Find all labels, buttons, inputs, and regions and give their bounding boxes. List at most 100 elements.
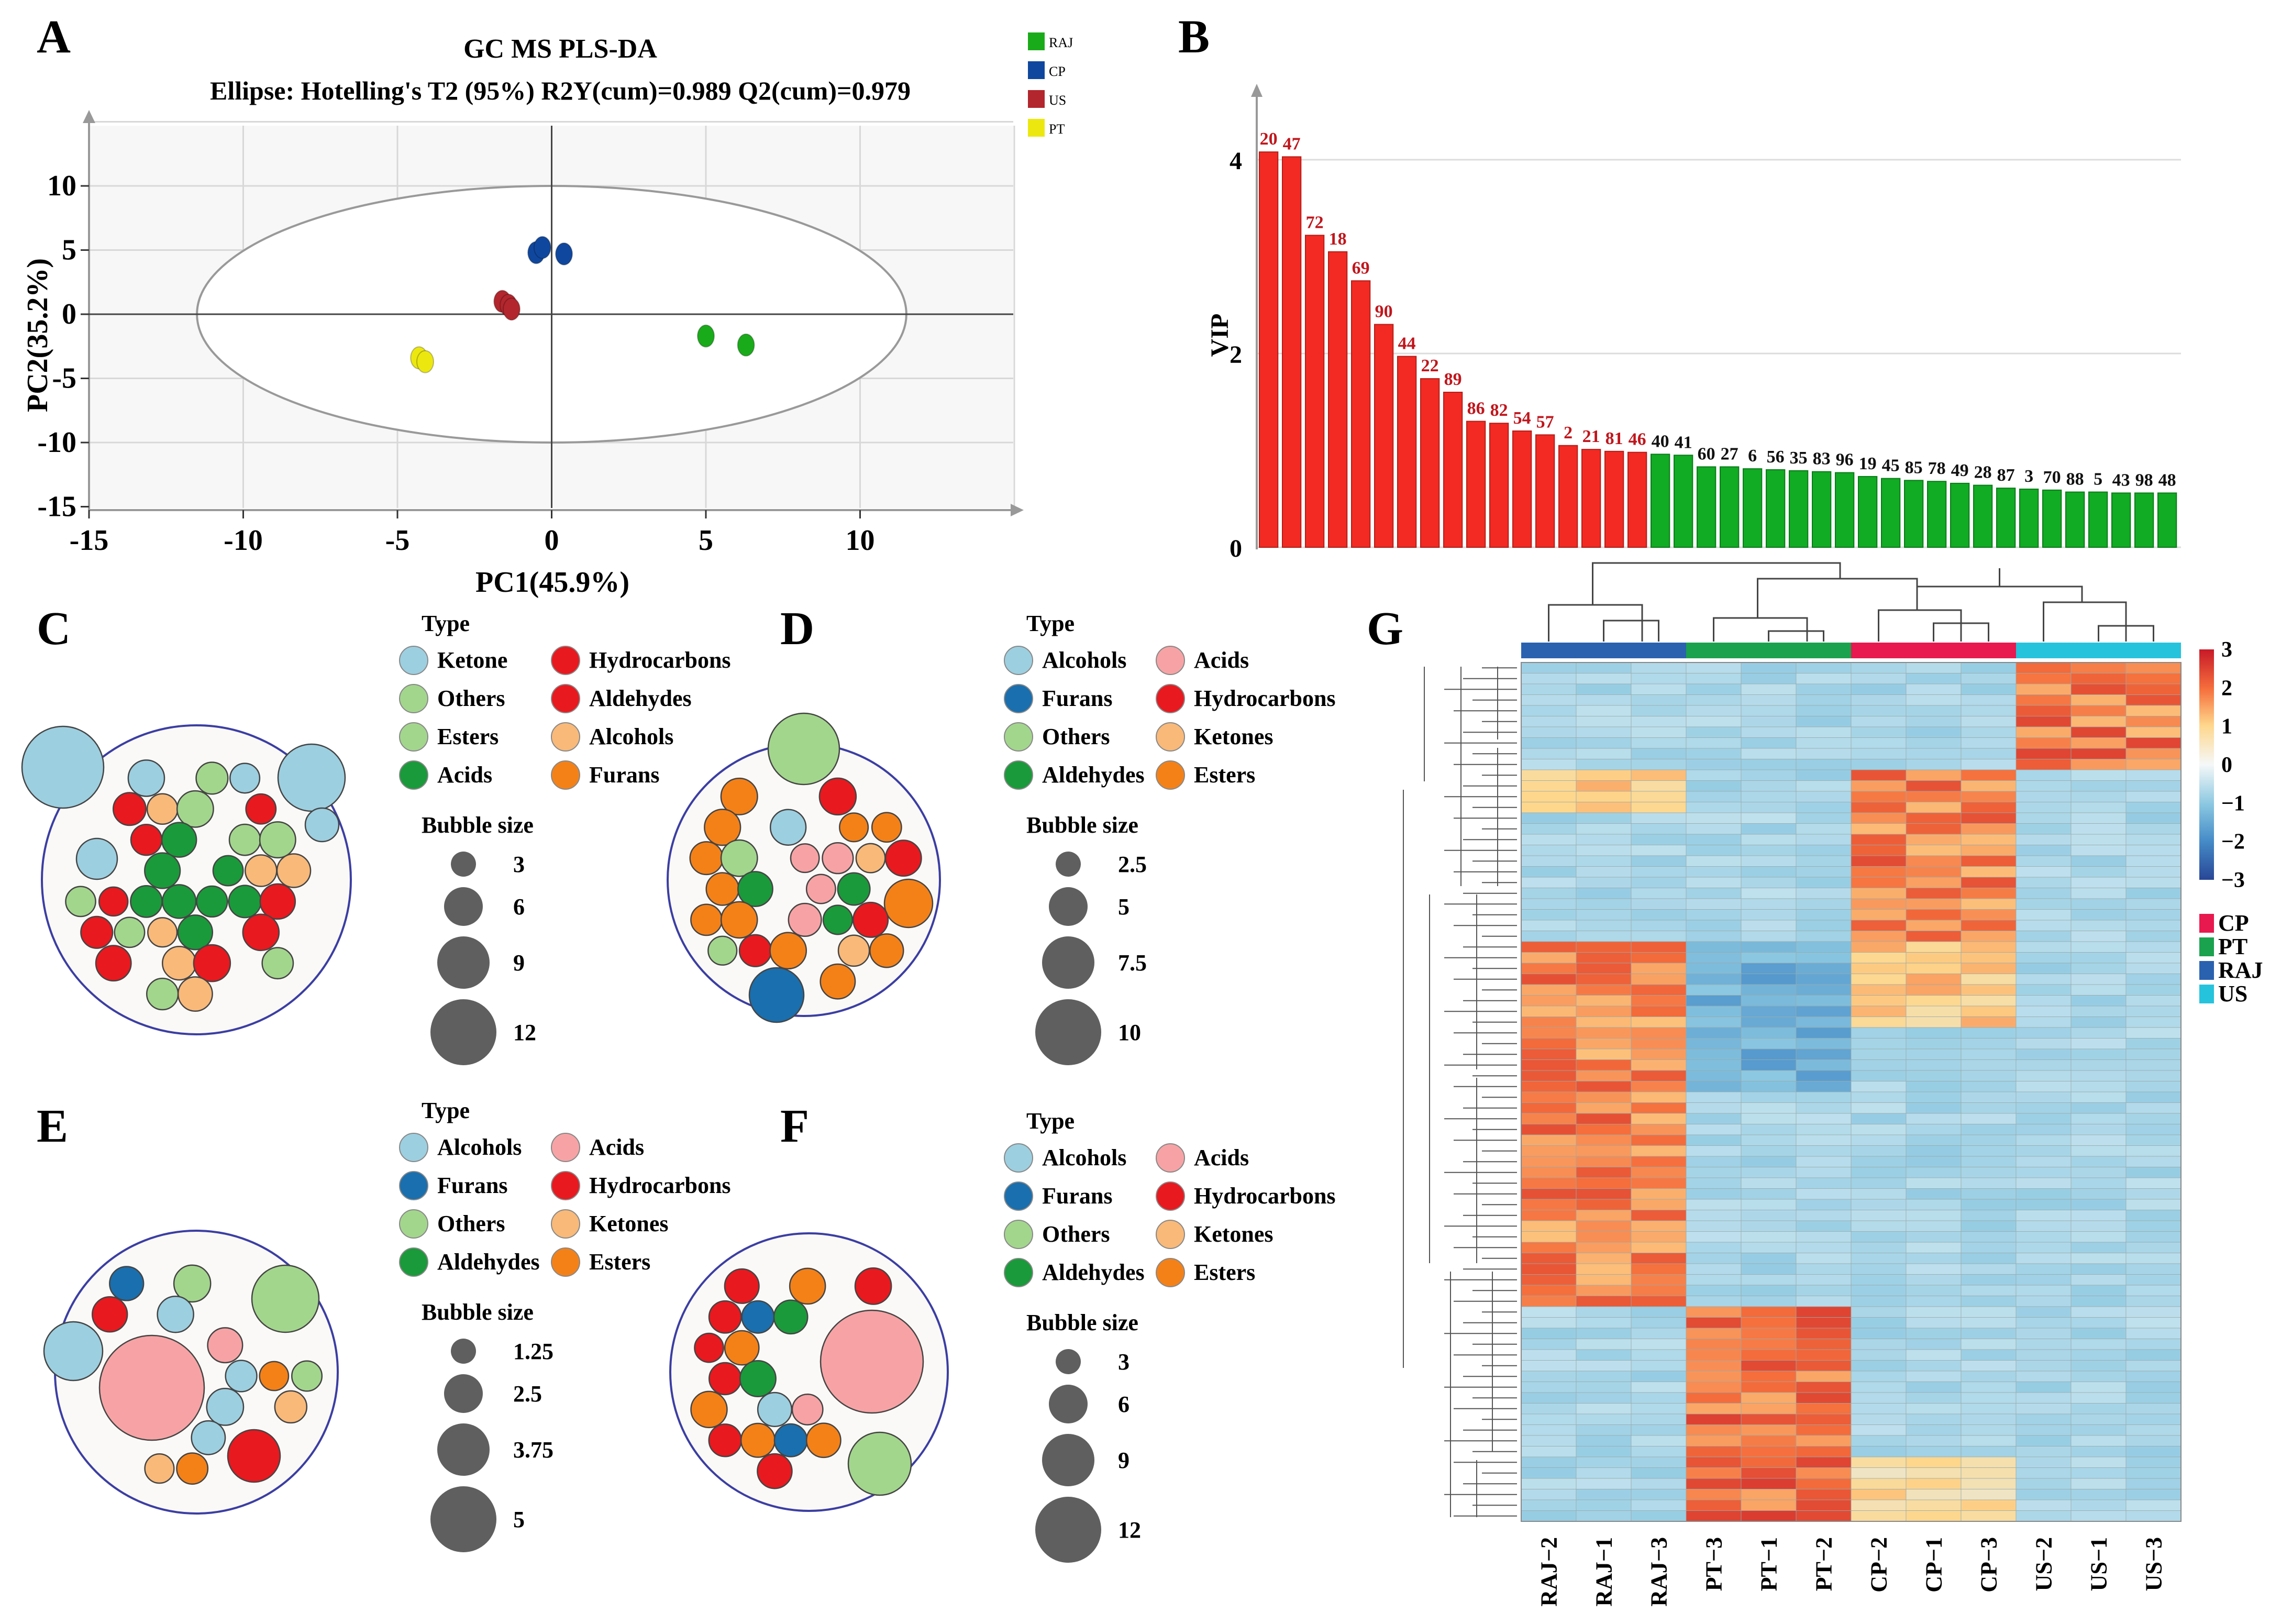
heatmap-cell (1906, 1296, 1962, 1307)
heatmap-cell (1851, 748, 1907, 759)
heatmap-cell (2070, 1177, 2127, 1189)
legend-label: Acids (1194, 1145, 1249, 1170)
heatmap-cell (1961, 769, 2017, 781)
bubble-hydrocarbons (884, 839, 922, 877)
legend-swatch (1004, 722, 1033, 752)
heatmap-cell (2125, 1349, 2182, 1361)
heatmap-cell (1796, 866, 1852, 878)
heatmap-cell (1906, 1274, 1962, 1286)
heatmap-cell (1686, 1199, 1742, 1210)
heatmap-cell (1741, 780, 1797, 792)
heatmap-cell (2125, 1392, 2182, 1404)
size-label: 9 (1118, 1448, 1130, 1473)
vip-bar (1996, 488, 2016, 548)
heatmap-cell (2070, 1328, 2127, 1339)
vip-bar-label: 18 (1329, 229, 1347, 249)
heatmap-cell (1851, 1467, 1907, 1479)
heatmap-cell (1576, 1038, 1632, 1049)
legend-label: Aldehydes (437, 1249, 540, 1275)
heatmap-cell (2125, 1145, 2182, 1157)
bubble-ketones (144, 1453, 175, 1484)
heatmap-cell (1851, 1489, 1907, 1500)
heatmap-cell (2125, 1006, 2182, 1017)
heatmap-cell (2070, 1446, 2127, 1457)
vip-bar (2157, 492, 2177, 548)
heatmap-cell (1631, 898, 1687, 910)
heatmap-cell (2070, 931, 2127, 942)
heatmap-cell (1851, 1413, 1907, 1425)
heatmap-cell (1796, 1510, 1852, 1522)
heatmap-cell (1686, 1285, 1742, 1296)
heatmap-cell (2016, 1339, 2072, 1350)
vip-bar (2111, 492, 2131, 548)
legend-swatch (1156, 646, 1185, 675)
panel-d-bubbles: Type Alcohols Acids Furans Hydrocarbons Other… (667, 611, 1336, 1065)
heatmap-cell (1906, 1124, 1962, 1135)
heatmap-cell (2016, 1456, 2072, 1468)
dendrogram-branch (2043, 601, 2154, 642)
bubble-others (173, 1264, 212, 1303)
heatmap-cell (1576, 1456, 1632, 1468)
heatmap-cell (1686, 705, 1742, 716)
heatmap-cell (2016, 1199, 2072, 1210)
heatmap-cell (1686, 1403, 1742, 1415)
bubble-ketone (127, 759, 165, 797)
heatmap-cell (2125, 1081, 2182, 1092)
heatmap-cell (2125, 1156, 2182, 1167)
heatmap-cell (1521, 941, 1577, 953)
heatmap-cell (2016, 1435, 2072, 1446)
heatmap-cell (1741, 1059, 1797, 1071)
heatmap-cell (1521, 1371, 1577, 1382)
panel-c-bubbles: Type Ketone Hydrocarbons Others Aldehydes Est… (21, 611, 731, 1065)
column-label: RAJ−2 (1536, 1537, 1562, 1607)
heatmap-cell (1741, 1456, 1797, 1468)
heatmap-cell (1741, 1263, 1797, 1275)
bubble-acids (820, 1309, 924, 1414)
heatmap-cell (1796, 1242, 1852, 1253)
heatmap-cell (1521, 1156, 1577, 1167)
heatmap-cell (2016, 812, 2072, 824)
heatmap-cell (1741, 984, 1797, 996)
heatmap-cell (1576, 1113, 1632, 1124)
heatmap-cell (2070, 1435, 2127, 1446)
heatmap-cell (1961, 748, 2017, 759)
heatmap-cell (2070, 1349, 2127, 1361)
heatmap-cell (1521, 1253, 1577, 1264)
heatmap-cell (1906, 1371, 1962, 1382)
heatmap-cell (1521, 1038, 1577, 1049)
bubble-hydrocarbons (80, 915, 114, 949)
heatmap-cell (1796, 1081, 1852, 1092)
legend-label: Acids (589, 1134, 644, 1160)
size-swatch (1049, 887, 1088, 926)
heatmap-cell (1796, 1392, 1852, 1404)
heatmap-cell (1576, 1328, 1632, 1339)
bubble-ketone (277, 743, 346, 812)
heatmap-cell (1631, 662, 1687, 673)
group-bar-cp (1961, 643, 2016, 658)
vip-bar (1627, 451, 1647, 548)
heatmap-cell (1576, 941, 1632, 953)
heatmap-cell (1796, 974, 1852, 985)
group-bar-cp (1906, 643, 1961, 658)
bubble-hydrocarbons (708, 1362, 742, 1396)
heatmap-cell (2070, 1499, 2127, 1511)
heatmap-cell (2016, 1392, 2072, 1404)
heatmap-cell (1906, 1156, 1962, 1167)
heatmap-cell (1686, 1339, 1742, 1350)
heatmap-cell (1576, 1382, 1632, 1393)
heatmap-cell (2016, 995, 2072, 1007)
heatmap-cell (1686, 1424, 1742, 1436)
heatmap-cell (2125, 1263, 2182, 1275)
vip-bar-label: 40 (1652, 432, 1669, 451)
heatmap-cell (1576, 1499, 1632, 1511)
vip-bar-label: 45 (1882, 456, 1900, 476)
column-label: US−2 (2031, 1537, 2057, 1591)
column-label: PT−2 (1811, 1537, 1837, 1591)
legend-swatch (1156, 1220, 1185, 1249)
heatmap-cell (1521, 1392, 1577, 1404)
heatmap-cell (1906, 1392, 1962, 1404)
vip-bar-label: 19 (1859, 454, 1877, 473)
heatmap-cell (1576, 683, 1632, 695)
vip-bar (1420, 378, 1440, 548)
